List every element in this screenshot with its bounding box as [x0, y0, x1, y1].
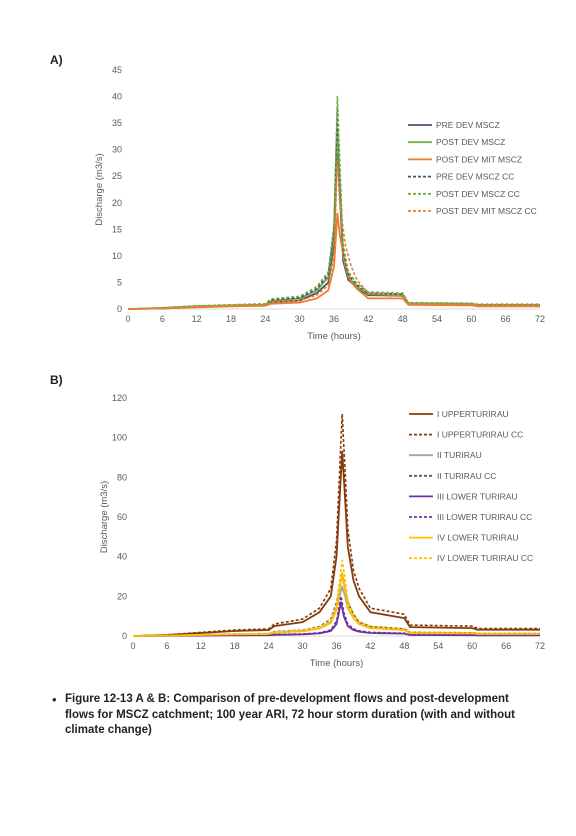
y-tick-label: 0: [117, 304, 122, 314]
y-tick-label: 40: [117, 552, 127, 562]
legend-label: III LOWER TURIRAU CC: [437, 512, 532, 522]
series-line: [127, 212, 540, 310]
series-line: [127, 95, 540, 310]
legend-label: III LOWER TURIRAU: [437, 491, 518, 501]
y-tick-label: 20: [117, 591, 127, 601]
legend-label: POST DEV MSCZ CC: [436, 189, 520, 199]
x-tick-label: 6: [164, 641, 169, 651]
caption-bullet: •: [52, 692, 57, 707]
x-tick-label: 54: [432, 314, 442, 324]
chart-b: 0 20 40 60 80 100 120 0 6 12 18 24 30 36 42 48 54 60 66 72 T…: [99, 393, 545, 669]
series-line: [132, 595, 540, 637]
legend-label: POST DEV MIT MSCZ CC: [436, 206, 537, 216]
x-tick-label: 24: [260, 314, 270, 324]
chart-a: 0 5 10 15 20 25 30 35 40 45 0 6 12 18 24 30 36 42 48 54 60 66…: [94, 65, 545, 342]
x-tick-label: 36: [331, 641, 341, 651]
x-tick-label: 66: [501, 314, 511, 324]
series-line: [127, 159, 540, 310]
x-tick-label: 54: [433, 641, 443, 651]
legend-label: IV LOWER TURIRAU: [437, 533, 519, 543]
figure-caption: • Figure 12-13 A & B: Comparison of pre-…: [52, 692, 522, 739]
series-line: [132, 559, 540, 637]
caption-text: Figure 12-13 A & B: Comparison of pre-de…: [64, 693, 516, 736]
y-tick-label: 25: [112, 171, 122, 181]
y-tick-label: 0: [122, 631, 127, 641]
x-tick-label: 72: [535, 314, 545, 324]
x-tick-label: 60: [467, 641, 477, 651]
y-tick-label: 10: [112, 251, 122, 261]
x-axis-title: Time (hours): [310, 658, 364, 669]
x-tick-label: 60: [466, 314, 476, 324]
y-tick-label: 40: [112, 92, 122, 102]
panel-label-a: A): [50, 53, 63, 67]
y-tick-label: 15: [112, 224, 122, 234]
x-axis-title: Time (hours): [307, 331, 361, 342]
legend-label: POST DEV MSCZ: [436, 137, 505, 147]
x-tick-label: 48: [399, 641, 409, 651]
legend-label: IV LOWER TURIRAU CC: [437, 553, 533, 563]
legend-label: PRE DEV MSCZ: [436, 120, 500, 130]
x-tick-label: 42: [365, 641, 375, 651]
legend-label: POST DEV MIT MSCZ: [436, 154, 522, 164]
legend-label: PRE DEV MSCZ CC: [436, 172, 514, 182]
x-tick-label: 12: [196, 641, 206, 651]
legend-label: II TURIRAU CC: [437, 471, 496, 481]
panel-label-b: B): [50, 373, 63, 387]
y-axis-title: Discharge (m3/s): [99, 481, 110, 553]
x-tick-label: 18: [226, 314, 236, 324]
y-tick-label: 100: [112, 433, 127, 443]
y-tick-label: 5: [117, 277, 122, 287]
x-tick-label: 18: [230, 641, 240, 651]
y-tick-label: 30: [112, 145, 122, 155]
y-axis-title: Discharge (m3/s): [94, 153, 105, 225]
legend-label: I UPPERTURIRAU: [437, 409, 509, 419]
x-tick-label: 72: [535, 641, 545, 651]
y-tick-label: 20: [112, 198, 122, 208]
series-line: [132, 450, 540, 637]
x-tick-label: 6: [160, 314, 165, 324]
x-tick-label: 48: [398, 314, 408, 324]
x-tick-label: 24: [264, 641, 274, 651]
x-tick-label: 12: [192, 314, 202, 324]
x-tick-label: 0: [125, 314, 130, 324]
x-tick-label: 36: [329, 314, 339, 324]
x-tick-label: 30: [295, 314, 305, 324]
y-tick-label: 45: [112, 65, 122, 75]
x-tick-label: 30: [298, 641, 308, 651]
x-tick-label: 66: [501, 641, 511, 651]
legend-label: II TURIRAU: [437, 450, 482, 460]
x-tick-label: 0: [130, 641, 135, 651]
y-tick-label: 35: [112, 118, 122, 128]
series-line: [132, 413, 540, 637]
x-tick-label: 42: [363, 314, 373, 324]
y-tick-label: 80: [117, 472, 127, 482]
y-tick-label: 120: [112, 393, 127, 403]
y-tick-label: 60: [117, 512, 127, 522]
legend-label: I UPPERTURIRAU CC: [437, 430, 523, 440]
